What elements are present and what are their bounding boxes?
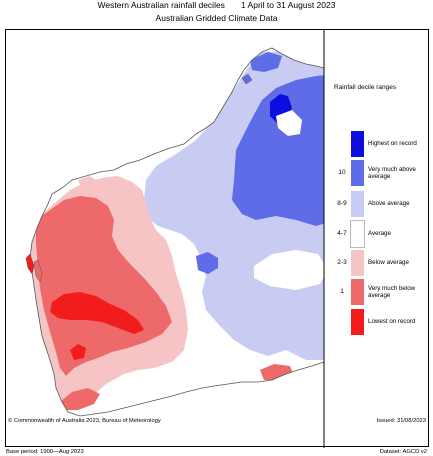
region-very-much-above-central [196,252,218,274]
region-very-much-above-kimberley [232,74,324,226]
dataset-label: Dataset: AGCD v2 [379,449,427,455]
legend-swatch [351,131,364,157]
legend-swatch [351,160,364,186]
legend-item: 10 Very much above average [325,160,423,186]
legend-item: 8-9 Above average [325,191,423,217]
legend-decile: 4-7 [337,230,347,237]
legend-label: Highest on record [368,140,417,148]
legend-label: Very much above average [368,165,416,181]
legend-item: 4-7 Average [325,220,423,248]
legend-label: Above average [368,200,410,208]
legend-decile: 8-9 [337,200,347,207]
map-subtitle: Australian Gridded Climate Data [155,13,278,23]
region-average-pocket-east [254,250,324,290]
legend-item: 2-3 Below average [325,250,423,276]
region-very-much-below-south [60,388,100,410]
map-canvas [25,30,325,448]
map-title-period: 1 April to 31 August 2023 [240,0,336,10]
island-dirk-hartog [25,253,35,275]
legend-swatch [351,309,364,335]
issued-date: Issued: 31/08/2023 [376,418,426,424]
legend-swatch [351,250,364,276]
region-average-pocket-north [276,110,302,136]
base-period: Base period: 1900—Aug 2023 [6,449,84,455]
legend-item: Highest on record [325,131,423,157]
legend-swatch [351,191,364,217]
legend-label: Average [368,230,391,238]
region-very-much-above-coast [250,52,282,72]
map-title-region: Western Australian rainfall deciles [97,0,225,10]
legend-decile: 1 [340,288,344,295]
region-below-average-north [78,176,98,190]
legend-label: Very much below average [368,284,416,300]
region-lowest-on-record-south [70,344,86,360]
region-very-much-above-west [198,98,218,118]
island-north [241,73,253,85]
copyright-text: © Commonwealth of Australia 2023, Bureau… [8,418,161,424]
legend-label: Below average [368,259,409,267]
legend-swatch [351,279,364,305]
island-shark-bay [33,259,43,283]
map-title: Western Australian rainfall deciles 1 Apr… [0,0,433,10]
region-lowest-on-record [50,292,144,334]
legend-label: Lowest on record [368,318,416,326]
legend-item: Lowest on record [325,309,423,335]
legend-swatch [350,220,365,248]
legend-decile: 10 [338,169,346,176]
legend-decile: 2-3 [337,259,347,266]
legend-item: 1 Very much below average [325,279,423,305]
legend-title: Rainfall decile ranges [334,84,397,91]
